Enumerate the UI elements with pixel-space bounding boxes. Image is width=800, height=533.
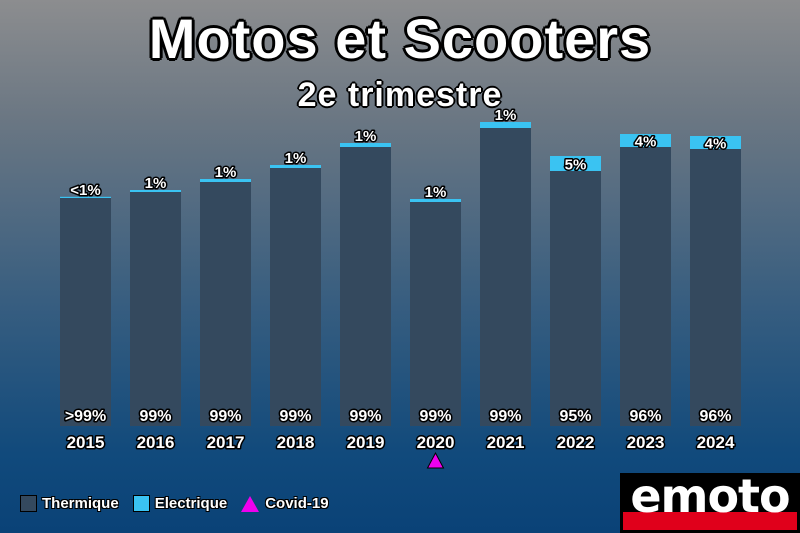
- tick-label-2019: 2019: [347, 433, 385, 452]
- data-label-electrique-2015: <1%: [70, 182, 100, 199]
- tick-label-2017: 2017: [207, 433, 245, 452]
- data-label-electrique-2019: 1%: [355, 128, 377, 145]
- data-label-thermique-2023: 96%: [629, 408, 661, 425]
- bar-thermique-2024: [690, 149, 741, 426]
- covid-marker-2020: [426, 451, 445, 469]
- tick-label-2022: 2022: [557, 433, 595, 452]
- tick-label-2021: 2021: [487, 433, 525, 452]
- bar-thermique-2023: [620, 147, 671, 426]
- data-label-electrique-2023: 4%: [635, 134, 657, 151]
- data-label-thermique-2022: 95%: [559, 408, 591, 425]
- legend: Thermique Electrique Covid-19: [20, 495, 343, 512]
- tick-label-2023: 2023: [627, 433, 665, 452]
- chart-title: Motos et Scooters: [148, 7, 652, 70]
- data-label-electrique-2017: 1%: [215, 164, 237, 181]
- logo-red-bar: [623, 512, 797, 530]
- bar-thermique-2021: [480, 128, 531, 426]
- bar-electrique-2015: [60, 196, 111, 198]
- bar-electrique-2018: [270, 165, 321, 168]
- bar-electrique-2016: [130, 190, 181, 192]
- legend-item-electrique: Electrique: [132, 495, 228, 512]
- data-label-electrique-2018: 1%: [285, 150, 307, 167]
- bar-thermique-2016: [130, 192, 181, 426]
- data-label-electrique-2022: 5%: [565, 157, 587, 174]
- tick-label-2024: 2024: [697, 433, 735, 452]
- bar-electrique-2019: [340, 143, 391, 147]
- tick-label-2016: 2016: [137, 433, 175, 452]
- emoto-logo: emoto: [620, 469, 800, 533]
- bar-electrique-2022: [550, 156, 601, 171]
- data-label-thermique-2020: 99%: [419, 408, 451, 425]
- data-label-thermique-2017: 99%: [209, 408, 241, 425]
- data-label-thermique-2021: 99%: [489, 408, 521, 425]
- bar-thermique-2020: [410, 202, 461, 426]
- legend-item-thermique: Thermique: [20, 495, 119, 512]
- legend-label-thermique: Thermique: [42, 495, 119, 512]
- data-label-electrique-2021: 1%: [495, 107, 517, 124]
- legend-swatch-thermique: [20, 495, 37, 512]
- triangle-icon: [241, 495, 260, 512]
- data-label-thermique-2015: >99%: [65, 408, 106, 425]
- data-label-thermique-2024: 96%: [699, 408, 731, 425]
- data-label-thermique-2018: 99%: [279, 408, 311, 425]
- bar-thermique-2018: [270, 168, 321, 426]
- legend-label-electrique: Electrique: [154, 495, 228, 512]
- data-label-thermique-2016: 99%: [139, 408, 171, 425]
- data-label-electrique-2016: 1%: [145, 175, 167, 192]
- tick-label-2020: 2020: [417, 433, 455, 452]
- tick-label-2015: 2015: [67, 433, 105, 452]
- legend-item-covid: Covid-19: [241, 495, 329, 512]
- data-label-electrique-2024: 4%: [705, 136, 727, 153]
- bar-electrique-2024: [690, 136, 741, 149]
- bar-electrique-2023: [620, 134, 671, 147]
- bar-thermique-2022: [550, 171, 601, 426]
- data-label-electrique-2020: 1%: [425, 184, 447, 201]
- bar-thermique-2017: [200, 182, 251, 426]
- chart-subtitle: 2e trimestre: [297, 76, 503, 114]
- logo-text: emoto: [630, 469, 790, 523]
- data-label-thermique-2019: 99%: [349, 408, 381, 425]
- legend-swatch-electrique: [132, 495, 150, 512]
- bar-thermique-2015: [60, 198, 111, 426]
- tick-label-2018: 2018: [277, 433, 315, 452]
- bar-electrique-2020: [410, 199, 461, 202]
- bar-thermique-2019: [340, 147, 391, 426]
- legend-label-covid: Covid-19: [265, 495, 329, 512]
- bar-electrique-2021: [480, 122, 531, 128]
- bar-electrique-2017: [200, 179, 251, 182]
